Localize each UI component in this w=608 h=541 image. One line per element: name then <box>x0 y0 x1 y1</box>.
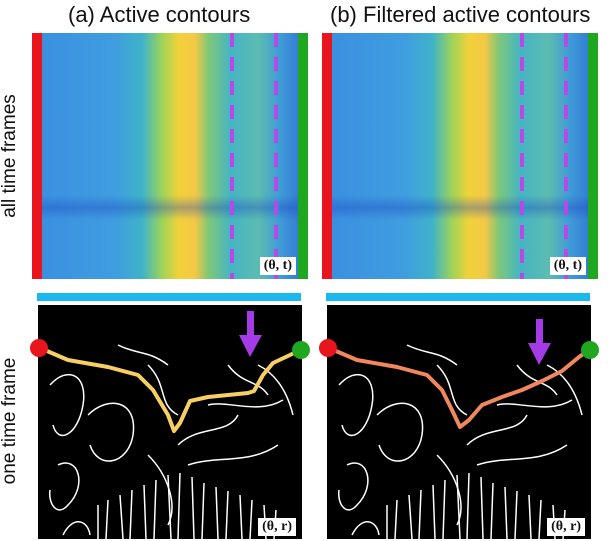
left-red-bar <box>32 33 42 279</box>
row-label-top: all time frames <box>0 94 20 218</box>
coord-label-theta-r-b: (θ, r) <box>547 518 585 536</box>
contour-b <box>328 346 591 429</box>
edge-panel-b: (θ, r) <box>317 305 602 539</box>
heatmap-panel-b: (θ, t) <box>322 33 598 279</box>
endpoint-left-red <box>319 339 337 357</box>
arrow-down-icon <box>239 311 262 357</box>
arrow-down-icon <box>528 319 551 365</box>
title-b: (b) Filtered active contours <box>330 2 591 27</box>
cyan-bar-b <box>326 293 590 301</box>
edge-panel-a: (θ, r) <box>28 305 313 539</box>
row-label-bottom: one time frame <box>0 357 20 485</box>
endpoint-right-green <box>292 341 310 359</box>
heatmap-dark-band <box>322 33 598 279</box>
endpoint-right-green <box>581 341 599 359</box>
contour-a <box>39 346 301 433</box>
edge-lines <box>49 344 294 539</box>
coord-label-theta-t-a: (θ, t) <box>259 257 296 275</box>
endpoint-left-red <box>30 339 48 357</box>
heatmap-panel-a: (θ, t) <box>32 33 308 279</box>
right-green-bar <box>588 33 598 279</box>
heatmap-dark-band <box>32 33 308 279</box>
right-green-bar <box>298 33 308 279</box>
title-a: (a) Active contours <box>68 2 251 27</box>
cyan-bar-a <box>37 293 301 301</box>
coord-label-theta-t-b: (θ, t) <box>549 257 586 275</box>
coord-label-theta-r-a: (θ, r) <box>258 518 296 536</box>
edge-lines <box>338 344 583 539</box>
left-red-bar <box>322 33 332 279</box>
